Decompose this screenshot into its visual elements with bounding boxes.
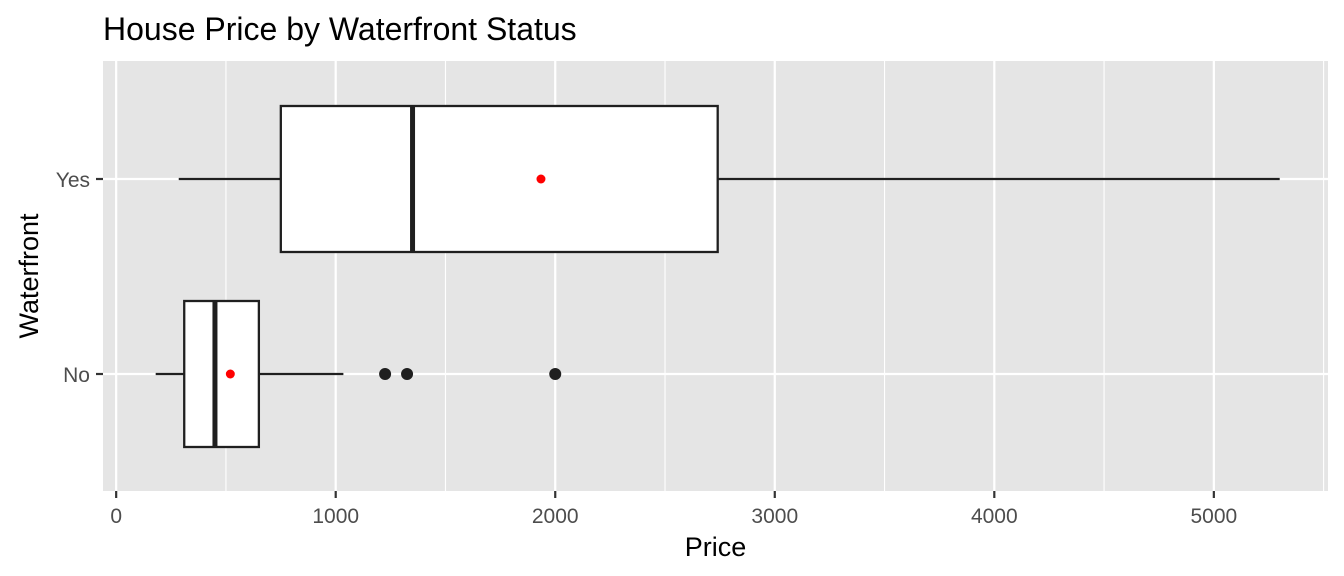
- y-tick-label: Yes: [56, 169, 90, 192]
- box-yes: [178, 104, 1280, 254]
- mean-point: [536, 174, 546, 184]
- x-tick-label: 1000: [312, 505, 359, 528]
- axis-ticks: 0 1000 2000 3000 4000 5000 No Yes: [56, 169, 1237, 528]
- y-axis-title: Waterfront: [14, 213, 44, 339]
- boxes: [155, 104, 1280, 449]
- iqr-box: [183, 299, 261, 449]
- y-tick-label: No: [63, 364, 90, 387]
- outlier-point: [379, 368, 392, 380]
- box-no: [155, 299, 562, 449]
- chart-title: House Price by Waterfront Status: [103, 11, 577, 47]
- x-tick-label: 2000: [532, 505, 579, 528]
- iqr-box: [279, 104, 719, 254]
- x-tick-label: 5000: [1190, 505, 1237, 528]
- x-axis-title: Price: [685, 532, 747, 562]
- x-tick-label: 0: [110, 505, 122, 528]
- x-tick-label: 3000: [751, 505, 798, 528]
- x-tick-label: 4000: [971, 505, 1018, 528]
- outlier-point: [401, 368, 414, 380]
- mean-point: [225, 369, 235, 379]
- outlier-point: [549, 368, 562, 380]
